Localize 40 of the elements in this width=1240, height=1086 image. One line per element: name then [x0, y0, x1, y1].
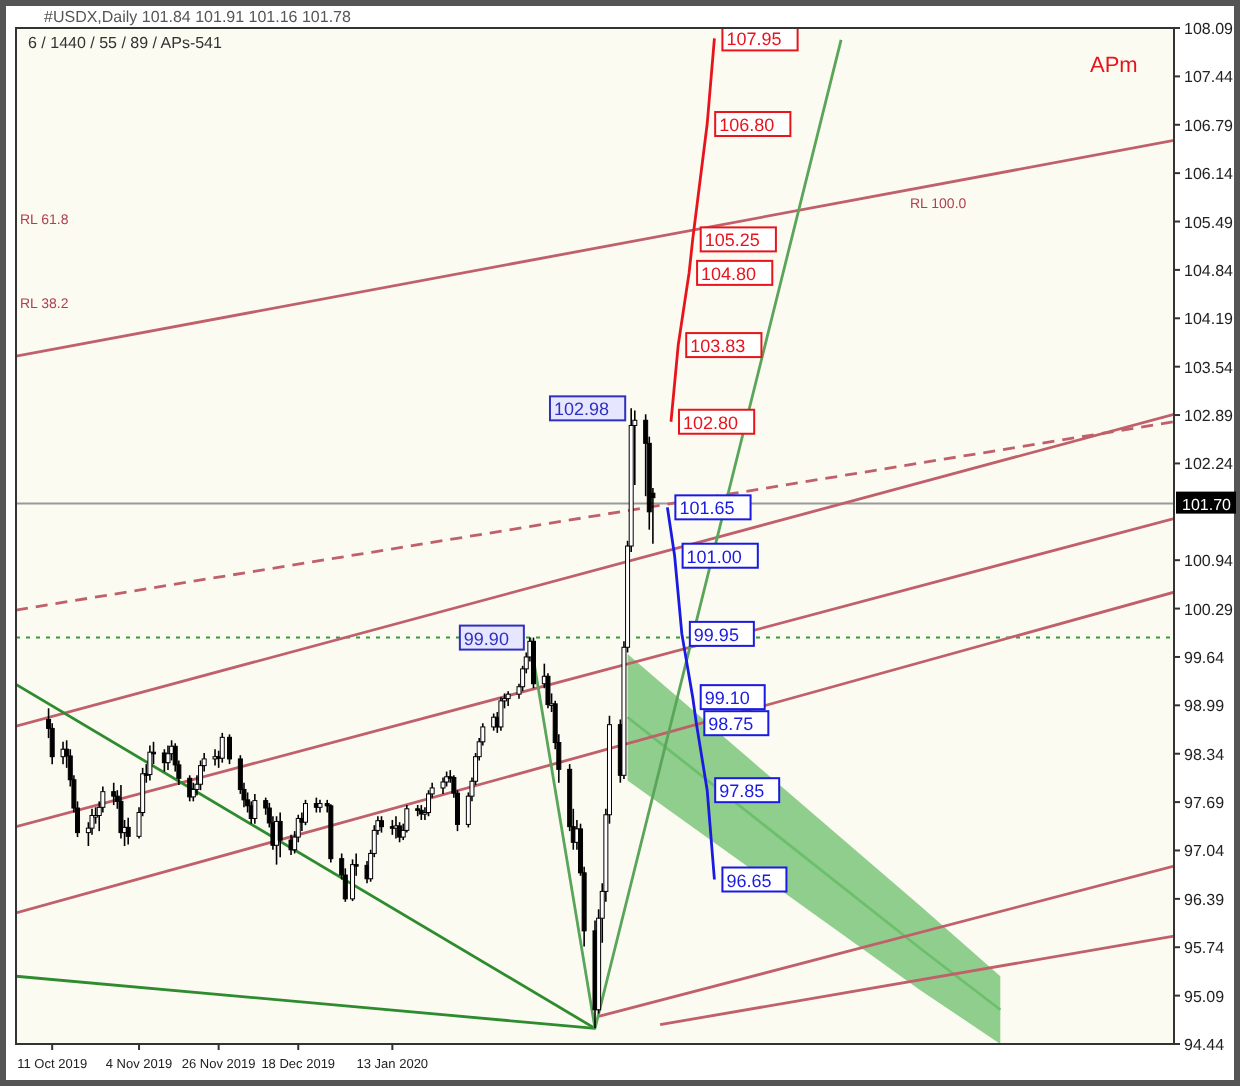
y-tick-label: 96.39 [1184, 890, 1226, 909]
data-label: 103.83 [690, 336, 746, 357]
y-tick-label: 102.24 [1184, 455, 1235, 474]
y-tick-label: 98.99 [1184, 697, 1226, 716]
ref-line-label: 101.70 [1182, 495, 1233, 514]
data-label: 101.00 [686, 546, 742, 567]
annotation: APm [1090, 54, 1138, 78]
y-tick-label: 97.04 [1184, 842, 1226, 861]
y-tick-label: 100.29 [1184, 600, 1235, 619]
y-tick-label: 107.44 [1184, 68, 1235, 87]
y-tick-label: 106.14 [1184, 165, 1235, 184]
y-tick-label: 106.79 [1184, 116, 1235, 135]
y-tick-label: 95.09 [1184, 987, 1226, 1006]
data-label: 104.80 [701, 263, 757, 284]
y-tick-label: 105.49 [1184, 213, 1235, 232]
annotation: 6 / 1440 / 55 / 89 / APs-541 [28, 34, 224, 52]
text: #USDX,Daily 101.84 101.91 101.16 101.78 [44, 8, 352, 26]
data-label: 101.65 [679, 498, 735, 519]
data-label: 98.75 [708, 714, 754, 735]
y-tick-label: 104.19 [1184, 310, 1235, 329]
data-label: 97.85 [719, 781, 765, 802]
annotation: 102.98 [553, 399, 610, 420]
data-label: 99.10 [704, 688, 750, 709]
annotation: 99.90 [463, 628, 509, 649]
y-tick-label: 103.54 [1184, 358, 1235, 377]
y-tick-label: 98.34 [1184, 745, 1226, 764]
data-label: 105.25 [704, 230, 760, 251]
data-label: 107.95 [726, 29, 782, 50]
data-label: 99.95 [693, 624, 739, 645]
data-label: 96.65 [726, 870, 772, 891]
data-label: 102.80 [682, 412, 739, 433]
y-tick-label: 102.89 [1184, 407, 1235, 426]
data-label: 106.80 [719, 115, 775, 136]
y-tick-label: 104.84 [1184, 261, 1235, 280]
y-tick-label: 99.64 [1184, 648, 1226, 667]
y-tick-label: 94.44 [1184, 1036, 1226, 1054]
y-tick-label: 108.09 [1184, 20, 1235, 38]
y-tick-label: 97.69 [1184, 794, 1226, 813]
y-tick-label: 95.74 [1184, 939, 1226, 958]
y-tick-label: 100.94 [1184, 552, 1235, 571]
